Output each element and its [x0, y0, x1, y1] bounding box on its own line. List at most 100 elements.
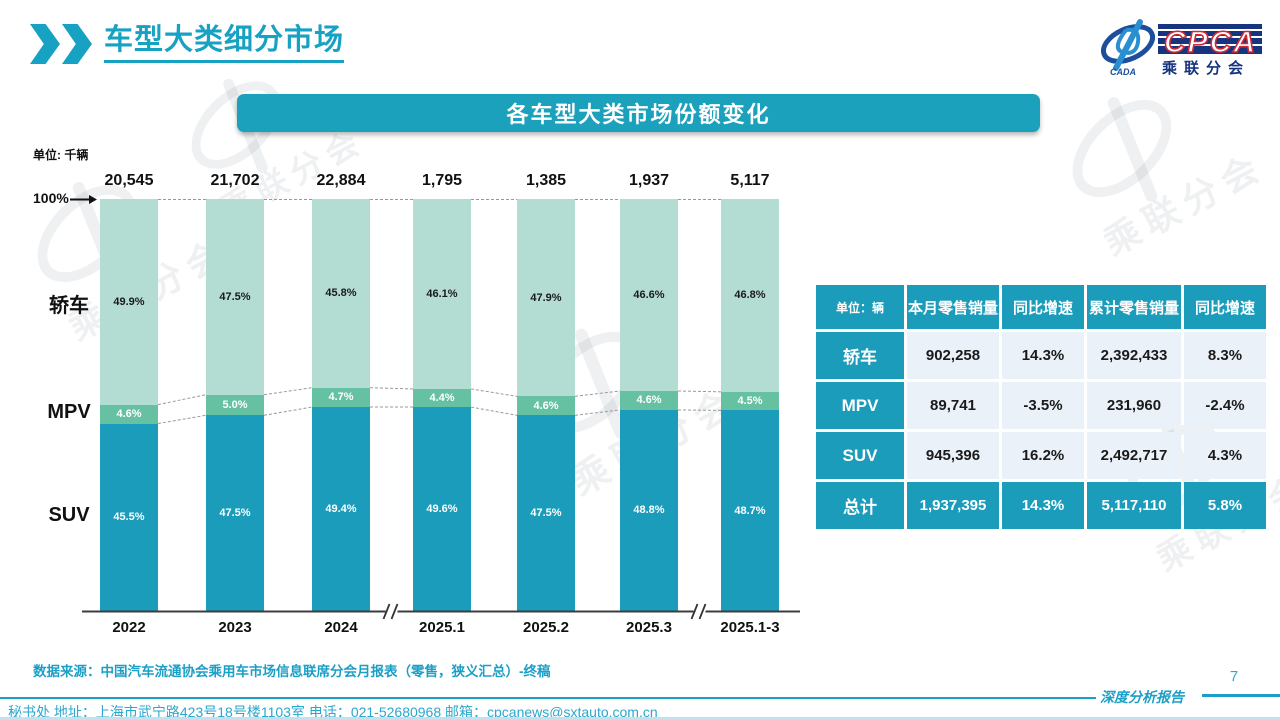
segment-suv: 47.5%: [517, 415, 575, 611]
segment-value-label: 49.9%: [113, 295, 145, 308]
segment-sedan: 46.1%: [413, 199, 471, 389]
axis-100-label: 100%: [33, 190, 69, 206]
segment-value-label: 4.6%: [533, 399, 559, 412]
header: 车型大类细分市场: [30, 24, 345, 64]
x-tick-label: 2025.1: [419, 619, 465, 636]
segment-value-label: 4.6%: [116, 408, 142, 421]
table-column-header: 累计零售销量: [1087, 285, 1181, 329]
segment-mpv: 4.5%: [721, 391, 779, 411]
segment-suv: 49.4%: [312, 407, 370, 611]
cada-text: CADA: [1110, 67, 1136, 77]
segment-value-label: 49.6%: [426, 503, 458, 516]
table-cell: 2,492,717: [1087, 432, 1181, 479]
table-cell: 14.3%: [1002, 482, 1084, 529]
segment-mpv: 4.6%: [620, 390, 678, 410]
bar-column: 49.9% 4.6% 45.5%: [100, 199, 158, 611]
segment-value-label: 46.8%: [734, 289, 766, 302]
table-row: 轿车 902,258 14.3% 2,392,433 8.3%: [816, 332, 1266, 379]
table-cell: 4.3%: [1184, 432, 1266, 479]
footer-rule-right: [1202, 694, 1280, 697]
chart-unit-label: 单位: 千辆: [33, 148, 89, 162]
bar-total-label: 5,117: [730, 172, 770, 189]
bar-column: 45.8% 4.7% 49.4%: [312, 199, 370, 611]
segment-mpv: 4.6%: [517, 396, 575, 416]
bar-total-label: 1,795: [421, 172, 463, 189]
bar-total-label: 20,545: [104, 172, 154, 189]
segment-suv: 48.7%: [721, 410, 779, 611]
svg-text:乘联分会: 乘联分会: [1161, 59, 1250, 77]
x-tick-label: 2024: [324, 619, 358, 636]
svg-text:CPCA: CPCA: [1164, 26, 1257, 59]
segment-mpv: 4.4%: [413, 388, 471, 408]
segment-value-label: 4.5%: [737, 395, 763, 408]
segment-mpv: 4.6%: [100, 404, 158, 424]
table-cell: 945,396: [907, 432, 999, 479]
bar-column: 47.9% 4.6% 47.5%: [517, 199, 575, 611]
chevron-icon: [30, 24, 60, 64]
sales-table: 单位：辆 本月零售销量 同比增速 累计零售销量 同比增速 轿车 902,258 14.3% 2…: [813, 282, 1269, 532]
x-tick-label: 2025.1-3: [720, 619, 780, 636]
cpca-logo: CADA CPCA 乘联分会: [1096, 16, 1266, 78]
table-cell: 89,741: [907, 382, 999, 429]
table-cell: 902,258: [907, 332, 999, 379]
bottom-edge-line: [0, 717, 1280, 720]
row-label: SUV: [816, 432, 904, 479]
segment-value-label: 46.6%: [633, 288, 665, 301]
x-tick-label: 2025.3: [626, 619, 672, 636]
segment-suv: 48.8%: [620, 409, 678, 611]
segment-value-label: 46.1%: [426, 287, 458, 300]
segment-mpv: 4.7%: [312, 387, 370, 408]
table-cell: -3.5%: [1002, 382, 1084, 429]
chart-banner: 各车型大类市场份额变化: [237, 94, 1040, 132]
row-label: 总计: [816, 482, 904, 529]
table-column-header: 本月零售销量: [907, 285, 999, 329]
segment-value-label: 48.8%: [633, 504, 665, 517]
bar-total-label: 1,937: [628, 172, 670, 189]
segment-value-label: 45.5%: [113, 511, 145, 524]
cpca-stripes: [1158, 24, 1262, 54]
segment-sedan: 49.9%: [100, 199, 158, 405]
segment-mpv: 5.0%: [206, 394, 264, 416]
segment-suv: 45.5%: [100, 423, 158, 611]
segment-suv: 47.5%: [206, 415, 264, 611]
segment-sedan: 47.5%: [206, 199, 264, 395]
table-header-row: 单位：辆 本月零售销量 同比增速 累计零售销量 同比增速: [816, 285, 1266, 329]
segment-value-label: 4.7%: [328, 391, 354, 404]
table-cell: 16.2%: [1002, 432, 1084, 479]
bar-column: 46.6% 4.6% 48.8%: [620, 199, 678, 611]
segment-value-label: 45.8%: [325, 287, 357, 300]
table-cell: 14.3%: [1002, 332, 1084, 379]
series-label-suv: SUV: [48, 504, 90, 527]
page-title: 车型大类细分市场: [104, 24, 345, 64]
segment-value-label: 47.9%: [530, 291, 562, 304]
table-cell: -2.4%: [1184, 382, 1266, 429]
arrow-icon: [89, 195, 97, 204]
chevron-icon: [62, 24, 92, 64]
segment-value-label: 49.4%: [325, 503, 357, 516]
segment-sedan: 46.6%: [620, 199, 678, 391]
page-number: 7: [1229, 668, 1239, 685]
segment-sedan: 45.8%: [312, 199, 370, 388]
segment-value-label: 47.5%: [219, 507, 251, 520]
table-column-header: 同比增速: [1184, 285, 1266, 329]
segment-sedan: 47.9%: [517, 199, 575, 397]
table-row: MPV 89,741 -3.5% 231,960 -2.4%: [816, 382, 1266, 429]
bar-column: 46.1% 4.4% 49.6%: [413, 199, 471, 611]
series-label-sedan: 轿车: [49, 294, 89, 317]
x-tick-label: 2025.2: [523, 619, 569, 636]
segment-value-label: 47.5%: [219, 290, 251, 303]
data-source-note: 数据来源：中国汽车流通协会乘用车市场信息联席分会月报表（零售，狭义汇总）-终稿: [33, 664, 551, 679]
segment-sedan: 46.8%: [721, 199, 779, 392]
bar-total-label: 1,385: [525, 172, 567, 189]
row-label: 轿车: [816, 332, 904, 379]
table-cell: 1,937,395: [907, 482, 999, 529]
bar-column: 46.8% 4.5% 48.7%: [721, 199, 779, 611]
table-cell: 231,960: [1087, 382, 1181, 429]
table-cell: 5.8%: [1184, 482, 1266, 529]
bar-total-label: 22,884: [316, 172, 366, 189]
table-cell: 5,117,110: [1087, 482, 1181, 529]
x-tick-label: 2022: [112, 619, 146, 636]
segment-value-label: 47.5%: [530, 507, 562, 520]
footer-contact: 秘书处 地址：上海市武宁路423号18号楼1103室 电话：021-526809…: [8, 704, 658, 720]
